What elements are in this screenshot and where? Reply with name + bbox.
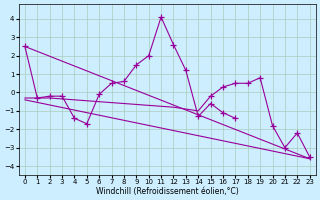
X-axis label: Windchill (Refroidissement éolien,°C): Windchill (Refroidissement éolien,°C) <box>96 187 239 196</box>
